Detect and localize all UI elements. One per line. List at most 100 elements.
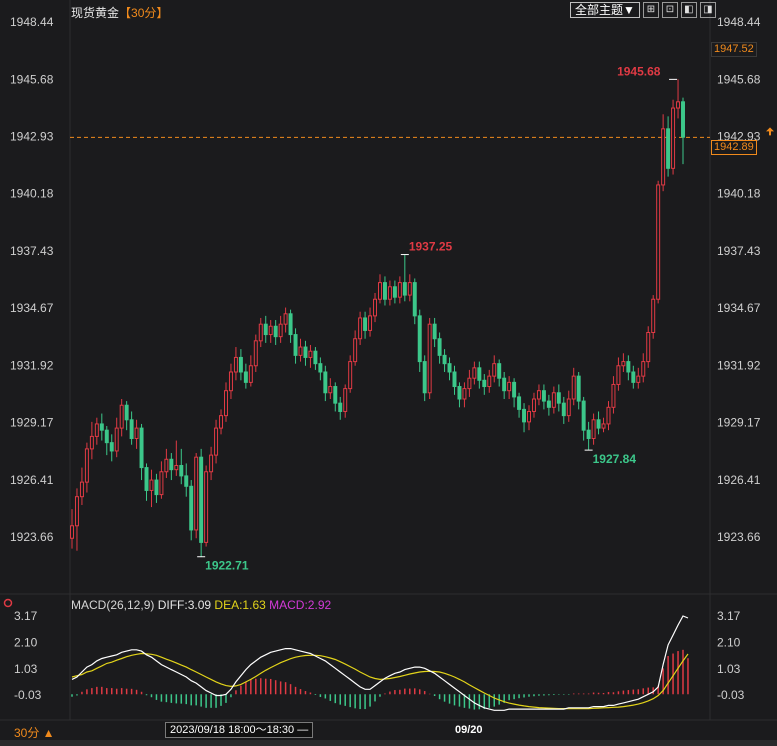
candle-body [154,479,159,496]
y-tick-left: 1940.18 [10,187,54,201]
candle-body [407,282,412,296]
extreme-label: 1927.84 [593,452,637,466]
macd-tick-left: 2.10 [14,635,38,649]
candle-body [84,448,89,483]
candle-body [626,361,631,373]
candle-body [258,323,263,342]
price-marker-icon [766,127,774,136]
y-tick-left: 1937.43 [10,244,54,258]
macd-diff-line [71,615,689,711]
macd-header: MACD(26,12,9) DIFF:3.09 DEA:1.63 MACD:2.… [71,598,331,612]
candle-body [522,408,527,423]
candle-body [412,282,417,317]
layout-right-icon[interactable]: ◨ [699,2,716,18]
y-tick-left: 1923.66 [10,530,54,544]
candle-body [397,282,402,298]
candle-body [253,340,258,367]
candle-body [447,363,452,373]
candle-body [194,456,199,531]
candle-body [144,467,149,491]
candle-body [681,101,685,138]
candle-body [169,458,174,471]
macd-tick-left: 3.17 [14,609,38,623]
candle-body [616,365,621,385]
y-tick-right: 1937.43 [717,244,761,258]
candle-body [392,286,397,298]
macd-name: MACD(26,12,9) [71,598,155,612]
candle-body [139,427,144,469]
candle-body [164,458,169,473]
y-tick-right: 1926.41 [717,473,761,487]
layout-single-icon[interactable]: ⊡ [661,2,678,18]
candle-body [382,282,387,300]
macd-dea-value: DEA:1.63 [214,598,266,612]
candle-body [209,454,214,473]
candle-body [606,406,611,425]
candle-body [517,396,522,410]
candle-body [502,377,507,392]
candle-body [119,404,124,429]
candle-body [531,398,536,412]
bottom-tab-bar [0,740,777,746]
candle-body [373,298,378,317]
y-tick-right: 1934.67 [717,301,761,315]
crosshair-time-box: 2023/09/18 18:00～18:30 ― [165,722,314,738]
candle-body [353,338,358,363]
layout-grid-icon[interactable]: ⊞ [642,2,659,18]
theme-select[interactable]: 全部主题▼ [570,2,640,18]
y-tick-left: 1926.41 [10,473,54,487]
candle-body [343,388,348,412]
candle-body [268,325,273,336]
candle-body [233,356,238,373]
candle-body [228,371,233,392]
y-tick-right: 1929.17 [717,415,761,429]
candle-body [184,475,189,487]
instrument-name: 现货黄金 [71,6,120,20]
macd-diff-value: DIFF:3.09 [157,598,212,612]
macd-dea-line [71,652,689,710]
candle-body [556,392,561,404]
y-tick-left: 1929.17 [10,415,54,429]
candle-body [641,361,646,377]
timeframe-switch[interactable]: 30分 ▲ [14,726,55,740]
candle-body [199,456,204,543]
candle-body [561,402,566,417]
candle-body [527,410,531,423]
candle-body [666,128,671,169]
candle-body [571,375,576,400]
y-tick-left: 1942.93 [10,130,54,144]
candle-body [442,354,447,365]
y-tick-right: 1945.68 [717,72,761,86]
y-tick-left: 1934.67 [10,301,54,315]
candle-body [492,363,497,377]
candle-body [452,371,457,388]
candle-body [591,419,596,439]
candle-body [313,350,318,365]
candle-body [636,375,641,383]
timeframe-label: 【30分】 [119,6,169,20]
candle-body [546,400,551,408]
candle-body [273,325,278,338]
candle-body [601,423,606,429]
candle-body [174,465,179,471]
layout-left-icon[interactable]: ◧ [680,2,697,18]
candle-body [288,313,293,336]
candle-body [487,375,492,388]
candle-body [467,377,472,390]
candle-body [303,346,308,358]
macd-macd-value: MACD:2.92 [269,598,332,612]
candle-body [238,356,243,373]
candle-body [348,361,353,390]
candle-body [512,381,517,398]
candle-body [368,315,373,331]
candle-body [482,379,487,388]
y-tick-left: 1931.92 [10,358,54,372]
candle-body [333,386,338,404]
extreme-label: 1937.25 [409,240,453,254]
candle-body [472,367,477,379]
candle-body [243,371,248,383]
candle-body [328,386,333,394]
candle-body [676,101,681,109]
